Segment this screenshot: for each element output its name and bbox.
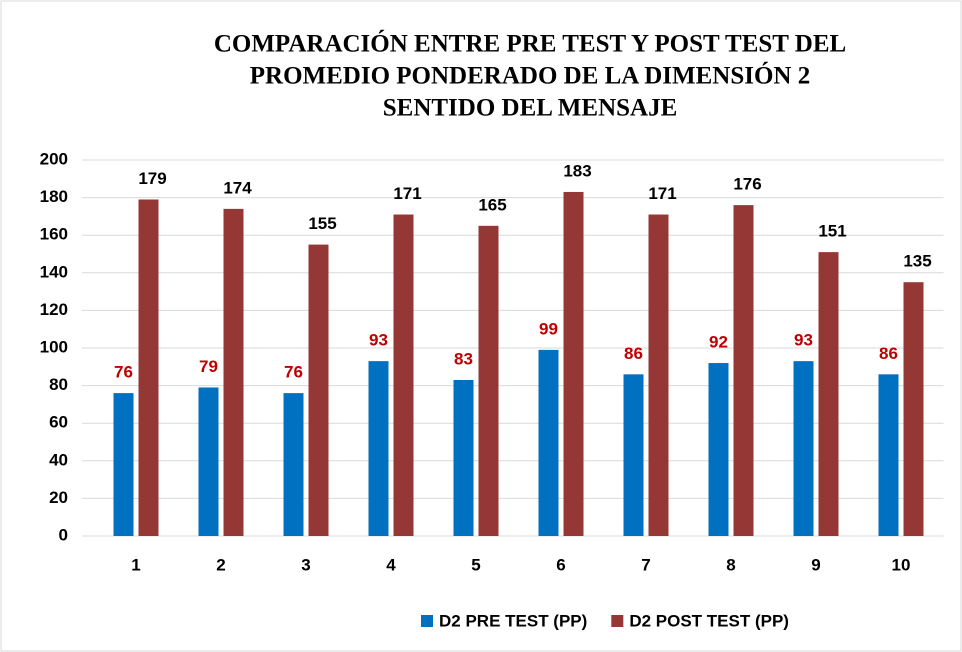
y-tick-label: 40 [49,450,68,469]
y-tick-label: 80 [49,375,68,394]
bar [198,387,219,536]
y-tick-label: 60 [49,413,68,432]
data-label: 151 [818,222,846,241]
x-tick-label: 1 [131,555,140,574]
bar [733,205,754,536]
y-tick-label: 20 [49,488,68,507]
bar [393,214,414,536]
data-label: 83 [454,349,473,368]
bar [878,374,899,536]
data-label: 76 [284,363,303,382]
bar [368,361,389,536]
x-tick-label: 5 [471,555,480,574]
data-label: 135 [903,252,931,271]
x-tick-label: 6 [556,555,565,574]
bar [623,374,644,536]
y-tick-label: 120 [40,300,68,319]
chart-title: COMPARACIÓN ENTRE PRE TEST Y POST TEST D… [214,30,846,58]
y-tick-label: 200 [40,149,68,168]
bar [903,282,924,536]
chart-title: PROMEDIO PONDERADO DE LA DIMENSIÓN 2 [250,62,810,90]
bar [563,191,584,536]
data-label: 179 [138,169,166,188]
data-label: 171 [393,184,421,203]
legend-label: D2 PRE TEST (PP) [439,611,587,630]
data-label: 79 [199,357,218,376]
x-tick-label: 8 [726,555,735,574]
bar [648,214,669,536]
x-tick-label: 7 [641,555,650,574]
y-tick-label: 180 [40,187,68,206]
legend-label: D2 POST TEST (PP) [629,611,789,630]
x-tick-label: 4 [386,555,396,574]
legend-swatch [611,615,624,627]
bar [308,244,329,536]
data-label: 174 [223,178,252,197]
bar [113,393,134,536]
bar [223,208,244,536]
bar [793,361,814,536]
x-tick-label: 10 [892,555,911,574]
x-tick-label: 3 [301,555,310,574]
bar [283,393,304,536]
data-label: 93 [794,331,813,350]
data-label: 165 [478,195,506,214]
bar [138,199,159,537]
y-tick-label: 160 [40,225,68,244]
data-label: 183 [563,161,591,180]
chart-title: SENTIDO DEL MENSAJE [383,95,678,122]
bar [818,252,839,536]
data-label: 76 [114,363,133,382]
x-tick-label: 2 [216,555,225,574]
data-label: 92 [709,333,728,352]
data-label: 99 [539,319,558,338]
data-label: 86 [879,344,898,363]
bar [478,225,499,537]
data-label: 176 [733,175,761,194]
data-label: 155 [308,214,336,233]
bar [538,349,559,536]
data-label: 86 [624,344,643,363]
bar [453,379,474,536]
data-label: 93 [369,331,388,350]
y-tick-label: 100 [40,337,68,356]
x-tick-label: 9 [811,555,820,574]
data-label: 171 [648,184,676,203]
legend-swatch [421,615,433,627]
y-tick-label: 140 [40,262,68,281]
bar [708,363,729,536]
y-tick-label: 0 [59,525,68,544]
